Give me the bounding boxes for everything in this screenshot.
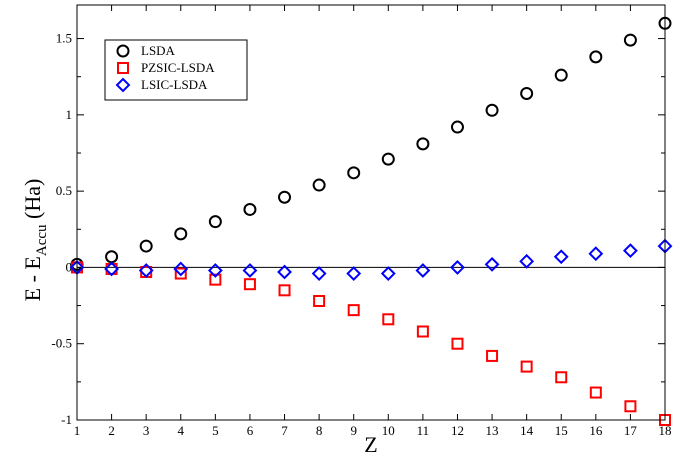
data-point: [622, 243, 638, 259]
x-tick-label: 14: [520, 423, 534, 438]
data-point: [277, 264, 292, 280]
data-point: [347, 166, 361, 180]
data-point: [382, 313, 395, 326]
data-point: [278, 190, 292, 204]
data-point: [520, 360, 533, 373]
data-point: [520, 86, 534, 100]
data-point: [485, 103, 499, 117]
x-axis-title: Z: [364, 432, 377, 457]
y-axis-title: E - EAccu (Ha): [20, 179, 50, 302]
data-point: [173, 261, 189, 277]
data-point: [623, 33, 637, 47]
x-tick-label: 16: [589, 423, 603, 438]
y-tick-label: 1.5: [56, 31, 72, 46]
data-point: [243, 278, 256, 291]
x-tick-label: 3: [143, 423, 150, 438]
data-point: [346, 266, 362, 281]
legend-label: LSDA: [141, 43, 176, 58]
legend-label: PZSIC-LSDA: [141, 60, 215, 75]
x-tick-label: 8: [316, 423, 323, 438]
data-point: [484, 256, 500, 272]
y-axis-ticks: -1 -0.5 0 0.5 1 1.5: [51, 31, 665, 427]
data-point: [451, 337, 464, 350]
data-point: [174, 227, 188, 241]
y-tick-label: 0.5: [56, 183, 72, 198]
y-tick-label: -0.5: [51, 336, 72, 351]
data-point: [139, 239, 153, 253]
data-point: [450, 260, 465, 275]
plot-frame: [76, 4, 666, 421]
legend-items: LSDA PZSIC-LSDA LSIC-LSDA: [115, 43, 215, 93]
legend-label: LSIC-LSDA: [141, 77, 208, 92]
data-point: [138, 263, 154, 278]
data-point: [207, 263, 223, 278]
data-point: [589, 50, 603, 64]
data-point: [416, 137, 430, 151]
x-tick-label: 11: [417, 423, 430, 438]
x-tick-label: 12: [451, 423, 464, 438]
data-point: [311, 266, 327, 281]
x-tick-label: 1: [74, 423, 81, 438]
legend-marker-diamond: [115, 77, 131, 93]
x-tick-label: 18: [659, 423, 672, 438]
data-point: [174, 267, 187, 280]
data-point: [380, 266, 396, 281]
legend-marker-circle: [116, 44, 130, 58]
series-lsic-lsda: [69, 238, 673, 281]
data-point: [104, 261, 120, 277]
series-pzsic-lsda: [71, 261, 671, 426]
y-tick-label: 1: [66, 107, 73, 122]
data-point: [105, 250, 119, 264]
data-point: [381, 152, 395, 166]
x-tick-label: 15: [555, 423, 568, 438]
data-point: [208, 215, 222, 229]
x-tick-label: 13: [486, 423, 499, 438]
y-axis-title-suffix: (Ha): [20, 179, 45, 225]
data-point: [588, 246, 604, 262]
data-point: [553, 249, 569, 265]
x-tick-label: 7: [281, 423, 288, 438]
data-point: [416, 325, 429, 338]
data-point: [312, 178, 326, 192]
y-tick-label: 0: [66, 259, 73, 274]
y-axis-title-prefix: E - E: [20, 256, 45, 301]
data-point: [347, 304, 360, 317]
x-axis-ticks: 1 2 3 4 5 6 7 8 9 10 11 12 13 14 15 16 17 18: [74, 5, 672, 438]
data-point: [242, 263, 258, 278]
x-tick-label: 5: [212, 423, 219, 438]
x-tick-label: 2: [108, 423, 115, 438]
data-point: [278, 284, 291, 297]
plot-border: [76, 4, 666, 421]
data-point: [519, 253, 535, 269]
data-point: [243, 202, 257, 216]
data-point: [554, 68, 568, 82]
data-point: [624, 400, 637, 413]
y-tick-label: -1: [61, 412, 72, 427]
data-point: [450, 120, 464, 134]
legend: LSDA PZSIC-LSDA LSIC-LSDA: [104, 39, 248, 101]
data-point: [415, 263, 431, 278]
data-point: [589, 386, 602, 399]
y-axis-title-subscript: Accu: [34, 224, 50, 256]
x-tick-label: 6: [247, 423, 254, 438]
x-tick-label: 10: [382, 423, 395, 438]
data-point: [313, 294, 326, 307]
data-point: [486, 349, 499, 362]
x-tick-label: 9: [350, 423, 357, 438]
x-tick-label: 4: [178, 423, 185, 438]
data-point: [209, 273, 222, 286]
legend-marker-square: [117, 62, 129, 74]
data-point: [555, 371, 568, 384]
x-tick-label: 17: [624, 423, 638, 438]
